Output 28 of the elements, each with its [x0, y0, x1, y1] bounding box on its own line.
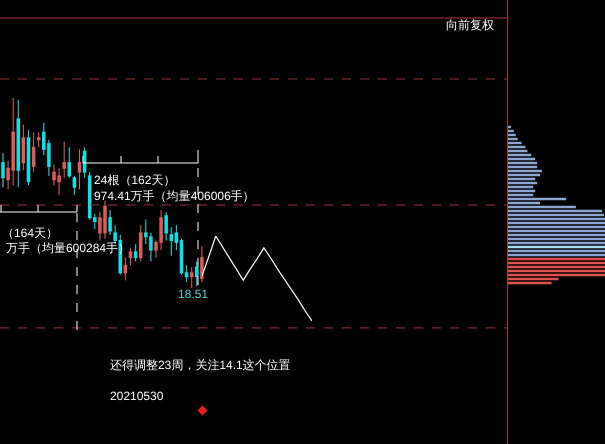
- candlestick: [26, 130, 30, 186]
- annotation: 974.41万手（均量406006手）: [94, 189, 255, 203]
- candlestick: [16, 99, 20, 188]
- candlestick: [32, 132, 36, 173]
- text: 向前复权: [446, 18, 494, 32]
- annotation: 18.51: [178, 287, 208, 301]
- candlestick: [72, 175, 76, 196]
- candlestick: [128, 248, 132, 266]
- candlestick: [22, 124, 26, 171]
- annotation: 24根（162天）: [94, 173, 176, 187]
- candlestick: [134, 244, 138, 262]
- candlestick: [200, 246, 204, 283]
- candlestick: [36, 132, 40, 148]
- candlestick: [138, 224, 142, 262]
- candlestick: [98, 212, 102, 241]
- candlestick: [62, 141, 66, 178]
- candlestick: [195, 260, 199, 287]
- candlestick: [68, 146, 72, 178]
- candlestick: [164, 212, 168, 241]
- candlestick: [1, 152, 5, 188]
- candlestick: [103, 200, 107, 240]
- text: 还得调整23周，关注14.1这个位置: [110, 358, 291, 372]
- annotation: （164天）: [2, 226, 58, 240]
- candlestick: [190, 266, 194, 288]
- candlestick: [124, 257, 128, 281]
- candlestick: [78, 148, 82, 190]
- text: 20210530: [110, 389, 164, 403]
- candlestick: [108, 210, 112, 236]
